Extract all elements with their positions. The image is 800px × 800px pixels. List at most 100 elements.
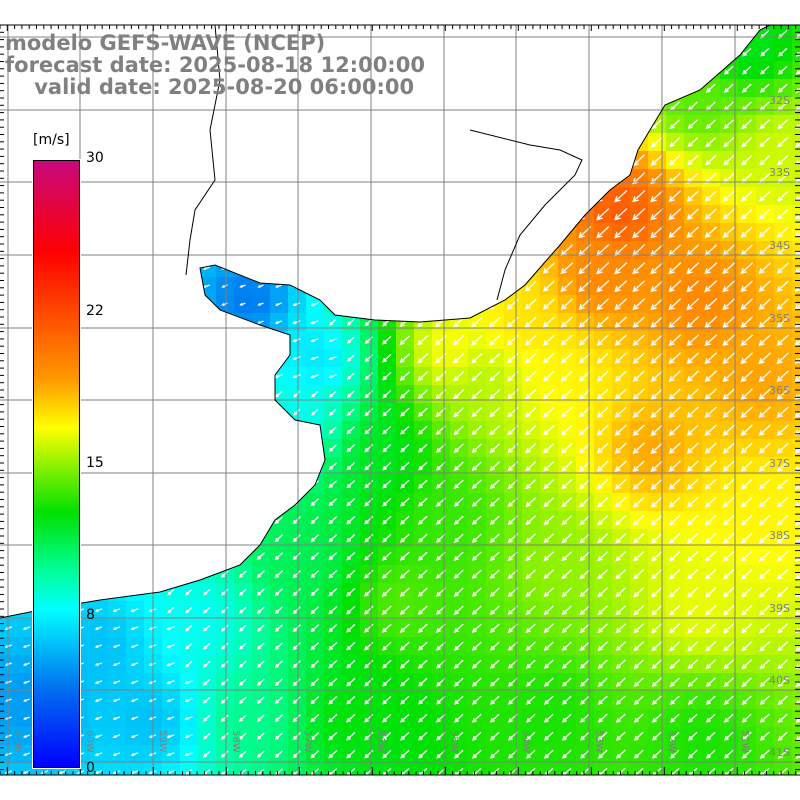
wind-arrow	[453, 334, 465, 346]
wind-cell	[198, 313, 217, 332]
wind-arrow	[4, 408, 13, 416]
wind-arrow	[202, 120, 211, 129]
wind-arrow	[417, 389, 428, 400]
wind-arrow	[130, 480, 139, 488]
wind-cell	[252, 133, 271, 152]
wind-arrow	[256, 624, 265, 632]
wind-arrow	[274, 266, 283, 270]
wind-cell	[360, 187, 379, 206]
wind-arrow	[310, 156, 320, 165]
wind-cell	[666, 79, 685, 98]
wind-arrow	[274, 102, 284, 111]
wind-arrow	[525, 461, 537, 472]
colorbar-label-8: 8	[86, 607, 95, 623]
wind-arrow	[560, 352, 573, 364]
wind-arrow	[167, 192, 175, 200]
wind-arrow	[686, 352, 699, 365]
wind-arrow	[292, 480, 301, 489]
wind-arrow	[166, 426, 175, 434]
wind-arrow	[363, 173, 374, 183]
wind-cell	[360, 115, 379, 134]
wind-cell	[306, 259, 325, 278]
wind-cell	[54, 115, 73, 134]
wind-arrow	[274, 174, 283, 182]
wind-cell	[288, 151, 307, 170]
wind-arrow	[651, 47, 662, 58]
wind-arrow	[185, 372, 193, 380]
wind-arrow	[94, 120, 103, 129]
wind-cell	[648, 79, 667, 98]
wind-arrow	[202, 498, 211, 506]
wind-cell	[90, 475, 109, 494]
wind-arrow	[166, 284, 175, 289]
wind-cell	[486, 205, 505, 224]
wind-arrow	[239, 266, 246, 270]
wind-arrow	[310, 174, 319, 183]
wind-cell	[522, 259, 541, 278]
wind-arrow	[561, 731, 572, 741]
wind-arrow	[453, 245, 465, 256]
wind-arrow	[22, 192, 31, 201]
wind-arrow	[632, 406, 645, 418]
wind-arrow	[346, 191, 356, 201]
wind-arrow	[328, 749, 338, 759]
wind-arrow	[292, 248, 301, 253]
wind-arrow	[95, 534, 103, 542]
wind-arrow	[723, 641, 735, 652]
wind-arrow	[22, 572, 31, 577]
wind-arrow	[328, 534, 338, 543]
wind-arrow	[632, 424, 645, 437]
wind-arrow	[256, 120, 266, 129]
wind-arrow	[184, 716, 193, 721]
wind-cell	[324, 169, 343, 188]
wind-arrow	[275, 444, 283, 452]
wind-arrow	[185, 192, 193, 200]
wind-arrow	[704, 334, 718, 347]
wind-cell	[324, 115, 343, 134]
wind-arrow	[687, 604, 699, 616]
wind-cell	[180, 493, 199, 512]
wind-arrow	[257, 426, 265, 434]
wind-cell	[234, 205, 253, 224]
wind-arrow	[238, 660, 247, 668]
wind-arrow	[650, 334, 663, 347]
wind-arrow	[94, 626, 103, 631]
longitude-label: 51W	[739, 730, 750, 753]
wind-arrow	[310, 374, 319, 379]
wind-arrow	[238, 374, 247, 379]
wind-arrow	[543, 515, 555, 526]
wind-arrow	[346, 173, 356, 183]
wind-arrow	[94, 228, 103, 236]
wind-arrow	[471, 641, 482, 651]
wind-arrow	[471, 587, 482, 597]
wind-arrow	[22, 300, 31, 308]
wind-cell	[198, 241, 217, 260]
wind-arrow	[471, 298, 483, 310]
wind-cell	[504, 187, 523, 206]
wind-arrow	[722, 460, 735, 472]
wind-arrow	[399, 371, 410, 381]
wind-arrow	[614, 388, 627, 400]
wind-arrow	[417, 209, 428, 220]
wind-arrow	[94, 246, 103, 254]
wind-arrow	[669, 623, 681, 634]
wind-arrow	[777, 695, 788, 706]
wind-cell	[540, 43, 559, 62]
wind-arrow	[310, 284, 319, 289]
wind-cell	[306, 439, 325, 458]
wind-arrow	[543, 442, 555, 454]
wind-cell	[180, 277, 199, 296]
wind-arrow	[275, 284, 282, 288]
wind-arrow	[220, 338, 229, 343]
wind-cell	[576, 61, 595, 80]
wind-arrow	[274, 660, 283, 669]
wind-cell	[234, 475, 253, 494]
wind-arrow	[221, 192, 229, 200]
wind-arrow	[722, 280, 736, 293]
wind-arrow	[274, 642, 283, 651]
wind-arrow	[185, 210, 193, 218]
wind-arrow	[22, 662, 30, 666]
wind-arrow	[292, 696, 301, 705]
wind-arrow	[687, 749, 698, 759]
wind-arrow	[489, 731, 500, 741]
